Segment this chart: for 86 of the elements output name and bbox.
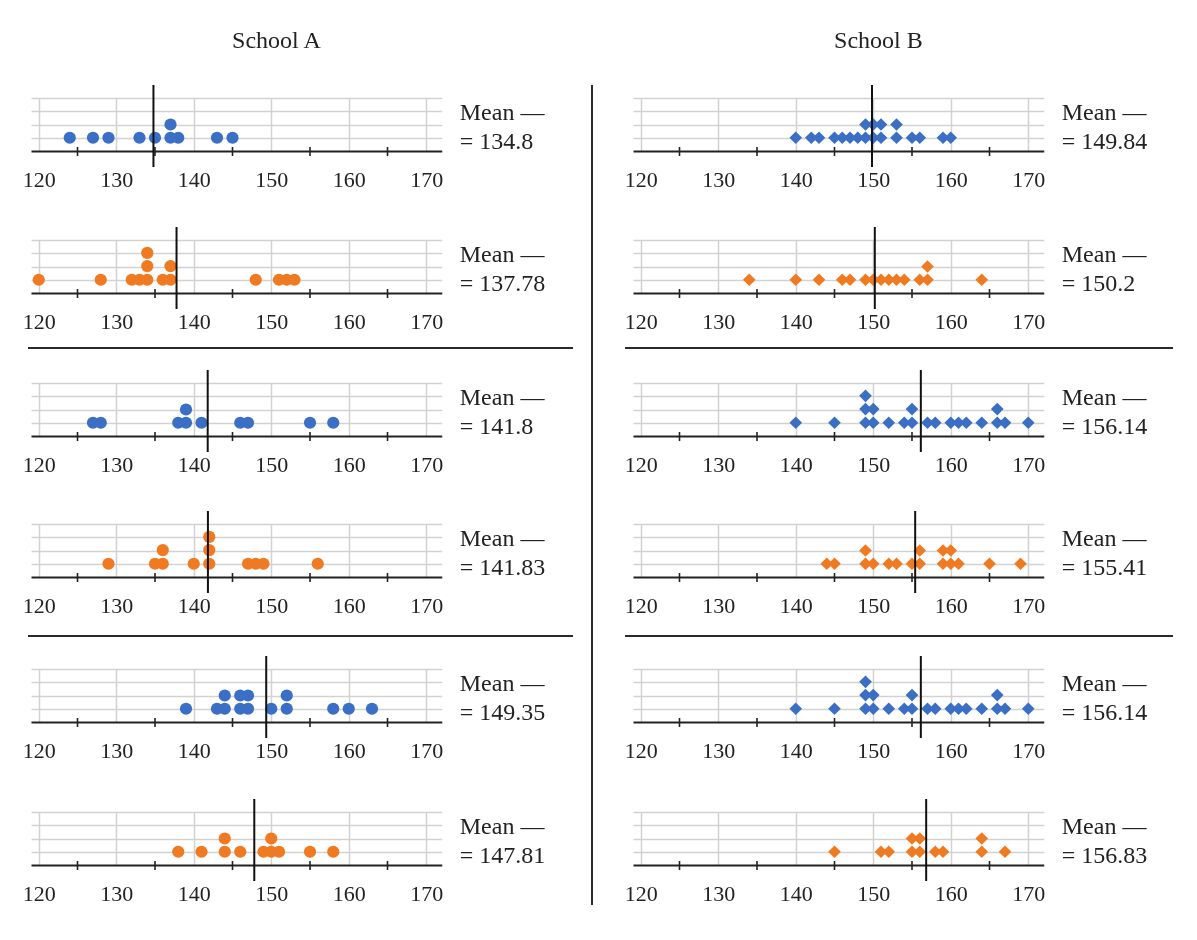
ref-line-label: Mean — = 150.2 [1061, 241, 1148, 296]
x-tick-label: 160 [934, 737, 968, 763]
x-tick-label: 170 [1012, 166, 1046, 192]
x-tick-label: 130 [100, 451, 134, 477]
x-tick-label: 130 [100, 592, 134, 618]
x-tick-label: 130 [100, 166, 134, 192]
x-tick-label: 140 [177, 308, 211, 334]
x-tick-label: 140 [177, 592, 211, 618]
x-tick-label: 120 [22, 308, 56, 334]
x-tick-label: 140 [779, 592, 813, 618]
ref-line-label: Mean — = 134.8 [459, 99, 546, 154]
x-tick-label: 160 [332, 737, 366, 763]
x-tick-label: 130 [702, 880, 736, 906]
chart-title: School B [834, 27, 923, 53]
x-tick-label: 120 [22, 451, 56, 477]
x-tick-label: 160 [934, 308, 968, 334]
x-tick-label: 170 [410, 451, 444, 477]
x-tick-label: 170 [410, 737, 444, 763]
x-tick-label: 120 [624, 308, 658, 334]
x-tick-label: 160 [332, 308, 366, 334]
ref-line-label: Mean — = 149.35 [459, 670, 546, 725]
ref-line-label: Mean — = 147.81 [459, 813, 546, 868]
x-tick-label: 140 [779, 451, 813, 477]
x-tick-label: 150 [857, 451, 891, 477]
ref-line-label: Mean — = 156.83 [1061, 813, 1148, 868]
x-tick-label: 150 [255, 880, 289, 906]
x-tick-label: 120 [624, 880, 658, 906]
chart-title: School A [232, 27, 322, 53]
x-tick-label: 170 [410, 592, 444, 618]
x-tick-label: 150 [857, 737, 891, 763]
x-tick-label: 170 [1012, 451, 1046, 477]
x-tick-label: 120 [624, 166, 658, 192]
x-tick-label: 150 [255, 737, 289, 763]
x-tick-label: 170 [1012, 308, 1046, 334]
x-tick-label: 140 [177, 737, 211, 763]
x-tick-label: 150 [857, 592, 891, 618]
x-tick-label: 130 [100, 880, 134, 906]
x-tick-label: 130 [702, 737, 736, 763]
x-tick-label: 170 [410, 880, 444, 906]
ref-line-label: Mean — = 156.14 [1061, 670, 1148, 725]
x-tick-label: 160 [934, 451, 968, 477]
x-tick-label: 140 [779, 308, 813, 334]
x-tick-label: 160 [934, 880, 968, 906]
x-tick-label: 150 [255, 166, 289, 192]
x-tick-label: 120 [22, 880, 56, 906]
x-tick-label: 160 [934, 166, 968, 192]
x-tick-label: 170 [410, 308, 444, 334]
x-tick-label: 170 [1012, 592, 1046, 618]
x-tick-label: 130 [702, 451, 736, 477]
x-tick-label: 150 [857, 308, 891, 334]
x-tick-label: 130 [702, 308, 736, 334]
ref-line-label: Mean — = 155.41 [1061, 525, 1148, 580]
x-tick-label: 130 [702, 592, 736, 618]
x-tick-label: 130 [100, 737, 134, 763]
x-tick-label: 150 [857, 880, 891, 906]
x-tick-label: 160 [934, 592, 968, 618]
x-tick-label: 170 [410, 166, 444, 192]
ref-line-label: Mean — = 141.83 [459, 525, 546, 580]
x-tick-label: 120 [624, 451, 658, 477]
x-tick-label: 130 [100, 308, 134, 334]
x-tick-label: 130 [702, 166, 736, 192]
x-tick-label: 120 [22, 166, 56, 192]
x-tick-label: 120 [624, 592, 658, 618]
x-tick-label: 150 [857, 166, 891, 192]
x-tick-label: 140 [177, 880, 211, 906]
ref-line-label: Mean — = 137.78 [459, 241, 546, 296]
x-tick-label: 140 [177, 166, 211, 192]
x-tick-label: 140 [177, 451, 211, 477]
x-tick-label: 160 [332, 451, 366, 477]
x-tick-label: 140 [779, 880, 813, 906]
x-tick-label: 150 [255, 451, 289, 477]
x-tick-label: 140 [779, 737, 813, 763]
x-tick-label: 160 [332, 592, 366, 618]
x-tick-label: 170 [1012, 737, 1046, 763]
ref-line-label: Mean — = 141.8 [459, 384, 546, 439]
x-tick-label: 150 [255, 592, 289, 618]
x-tick-label: 140 [779, 166, 813, 192]
x-tick-label: 120 [624, 737, 658, 763]
x-tick-label: 160 [332, 880, 366, 906]
ref-line-label: Mean — = 149.84 [1061, 99, 1148, 154]
x-tick-label: 160 [332, 166, 366, 192]
x-tick-label: 150 [255, 308, 289, 334]
x-tick-label: 120 [22, 737, 56, 763]
x-tick-label: 120 [22, 592, 56, 618]
ref-line-label: Mean — = 156.14 [1061, 384, 1148, 439]
x-tick-label: 170 [1012, 880, 1046, 906]
